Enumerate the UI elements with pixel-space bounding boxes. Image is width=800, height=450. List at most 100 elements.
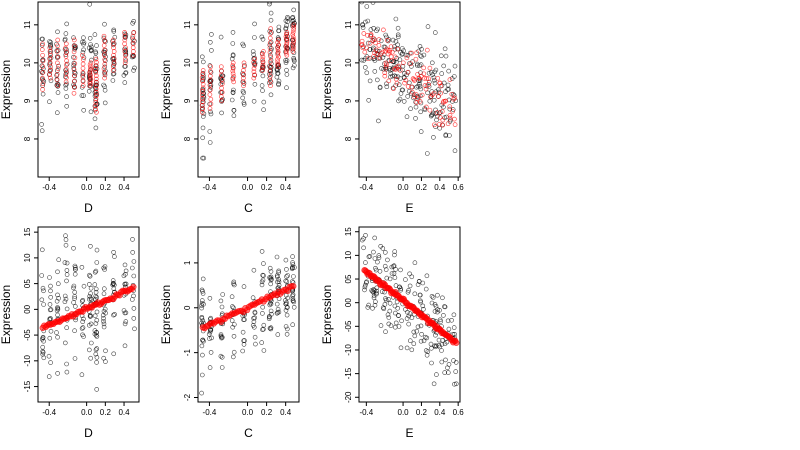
fitted-point xyxy=(391,86,396,92)
fitted-point xyxy=(445,121,451,127)
data-point xyxy=(261,99,267,105)
data-point xyxy=(46,353,52,359)
data-point xyxy=(285,14,290,20)
x-axis-label: E xyxy=(405,426,413,440)
data-point xyxy=(366,302,372,308)
data-point xyxy=(251,99,257,104)
data-point xyxy=(434,117,439,123)
data-point xyxy=(453,381,459,387)
data-point xyxy=(199,300,205,306)
data-point xyxy=(412,333,418,339)
y-tick-label: -05 xyxy=(23,329,32,341)
data-point xyxy=(383,296,388,301)
data-point xyxy=(48,328,54,334)
data-point xyxy=(72,289,77,295)
data-point xyxy=(261,107,266,112)
y-axis-label: Expression xyxy=(159,60,173,119)
x-axis-label: C xyxy=(244,201,253,215)
data-point xyxy=(218,74,224,80)
data-point xyxy=(417,292,423,298)
data-point xyxy=(424,352,430,358)
data-point xyxy=(290,254,295,259)
data-point xyxy=(87,83,92,89)
data-point xyxy=(276,78,282,84)
data-point xyxy=(130,237,135,242)
fitted-point xyxy=(230,63,236,68)
data-point xyxy=(40,57,45,63)
data-point xyxy=(88,285,94,291)
x-axis-label: D xyxy=(84,201,93,215)
data-point xyxy=(432,309,438,314)
points-layer xyxy=(199,249,297,396)
y-tick-label: 15 xyxy=(344,227,353,236)
data-point xyxy=(408,106,413,111)
fitted-point xyxy=(252,72,257,78)
data-point xyxy=(380,246,386,251)
data-point xyxy=(429,345,434,351)
data-point xyxy=(55,305,60,310)
data-point xyxy=(229,97,235,103)
data-point xyxy=(431,98,437,103)
fitted-point xyxy=(207,106,213,111)
fitted-point xyxy=(437,80,443,86)
data-point xyxy=(261,348,267,353)
fitted-point xyxy=(268,64,273,70)
x-axis-label: C xyxy=(244,426,253,440)
fitted-point xyxy=(373,40,378,46)
fitted-point xyxy=(427,65,433,71)
data-point xyxy=(250,323,256,328)
data-point xyxy=(200,125,206,131)
data-point xyxy=(291,18,296,23)
chart-panel-bottom-right: -0.4 0.0 0.2 0.4 0.6 -20 -15 -10 -05 00 05 10 15 E Exp… xyxy=(320,226,464,440)
fitted-point xyxy=(230,68,236,74)
data-point xyxy=(439,71,445,76)
data-point xyxy=(276,270,281,275)
fitted-point xyxy=(252,56,258,62)
data-point xyxy=(101,291,107,297)
data-point xyxy=(284,326,290,332)
data-point xyxy=(199,343,205,349)
data-point xyxy=(94,355,100,360)
data-point xyxy=(392,46,398,52)
data-point xyxy=(72,271,78,277)
data-point xyxy=(48,43,53,48)
data-point xyxy=(290,260,295,265)
data-point xyxy=(375,259,380,265)
data-point xyxy=(102,49,107,55)
fitted-point xyxy=(208,96,214,102)
data-point xyxy=(200,288,205,294)
fitted-point xyxy=(93,56,99,62)
data-point xyxy=(291,304,297,310)
fitted-point xyxy=(404,55,410,61)
data-point xyxy=(441,313,446,318)
fitted-point xyxy=(432,122,437,128)
data-point xyxy=(260,272,266,278)
fitted-point xyxy=(275,59,281,65)
data-point xyxy=(55,281,61,287)
data-point xyxy=(433,67,439,73)
fitted-point xyxy=(415,71,420,77)
x-tick-label: 0.4 xyxy=(118,183,130,192)
fitted-point xyxy=(131,49,136,54)
data-point xyxy=(362,65,368,70)
data-point xyxy=(268,269,274,274)
data-point xyxy=(47,69,53,74)
chart-panel-top-right: -0.4 0.0 0.2 0.4 0.6 8 9 10 11 E Expression xyxy=(320,1,464,215)
data-point xyxy=(432,80,438,86)
points-layer xyxy=(359,233,460,387)
data-point xyxy=(123,271,128,277)
data-point xyxy=(230,90,236,96)
x-tick-label: -0.4 xyxy=(359,408,373,417)
data-point xyxy=(267,2,272,7)
data-point xyxy=(364,4,370,9)
data-point xyxy=(283,308,289,313)
fitted-point xyxy=(362,49,368,55)
data-point xyxy=(230,41,236,46)
data-point xyxy=(284,72,290,77)
data-point xyxy=(439,359,445,365)
data-point xyxy=(231,354,236,360)
fitted-point xyxy=(267,73,273,79)
data-point xyxy=(64,325,69,331)
fitted-point xyxy=(429,92,435,98)
